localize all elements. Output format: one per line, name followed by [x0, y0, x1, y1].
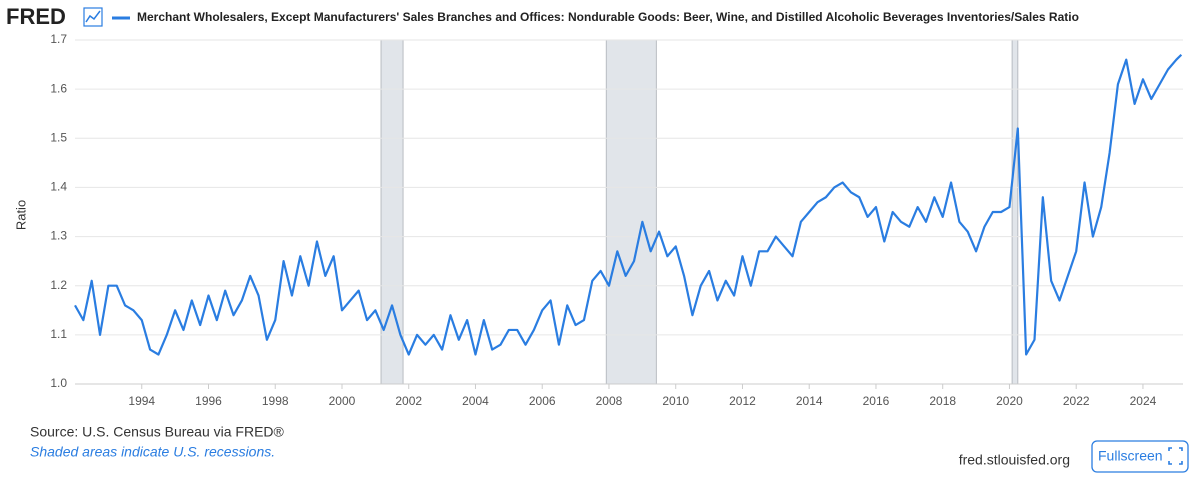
recession-band [1011, 39, 1019, 385]
logo: FRED [6, 4, 66, 29]
y-tick-label: 1.0 [50, 376, 67, 390]
y-tick-label: 1.7 [50, 32, 67, 46]
x-tick-label: 2012 [729, 394, 756, 408]
fullscreen-label[interactable]: Fullscreen [1098, 448, 1163, 464]
plot-area: 1.0 1.1 1.2 1.3 1.4 1.5 1.6 1.7 1994 1996 1998 2000… [50, 32, 1183, 408]
x-tick-label: 2000 [329, 394, 356, 408]
x-tick-label: 2010 [662, 394, 689, 408]
chart-title: Merchant Wholesalers, Except Manufacture… [137, 10, 1079, 24]
site-link[interactable]: fred.stlouisfed.org [959, 452, 1070, 468]
fullscreen-button[interactable] [1091, 440, 1189, 473]
recession-note: Shaded areas indicate U.S. recessions. [30, 444, 275, 460]
x-tick-label: 2022 [1063, 394, 1090, 408]
x-tick-label: 1996 [195, 394, 222, 408]
x-tick-label: 2016 [863, 394, 890, 408]
y-tick-label: 1.2 [50, 278, 67, 292]
recession-band [605, 39, 657, 385]
fullscreen-icon[interactable] [1168, 447, 1183, 465]
source: Source: U.S. Census Bureau via FRED® [30, 424, 285, 440]
x-tick-label: 2006 [529, 394, 556, 408]
x-tick-label: 2014 [796, 394, 823, 408]
x-tick-label: 2004 [462, 394, 489, 408]
x-tick-label: 2018 [929, 394, 956, 408]
y-tick-label: 1.3 [50, 229, 67, 243]
series-line [74, 53, 1183, 356]
x-tick-label: 2020 [996, 394, 1023, 408]
y-tick-label: 1.5 [50, 130, 67, 144]
y-tick-label: 1.1 [50, 327, 67, 341]
x-tick-label: 2024 [1130, 394, 1157, 408]
x-tick-label: 1998 [262, 394, 289, 408]
logo-icon [85, 10, 101, 23]
y-tick-label: 1.6 [50, 81, 67, 95]
x-tick-label: 2002 [395, 394, 422, 408]
x-tick-label: 2008 [596, 394, 623, 408]
y-axis-label: Ratio [13, 200, 28, 230]
x-tick-label: 1994 [128, 394, 155, 408]
y-tick-label: 1.4 [50, 180, 67, 194]
logo-icon [83, 7, 103, 27]
